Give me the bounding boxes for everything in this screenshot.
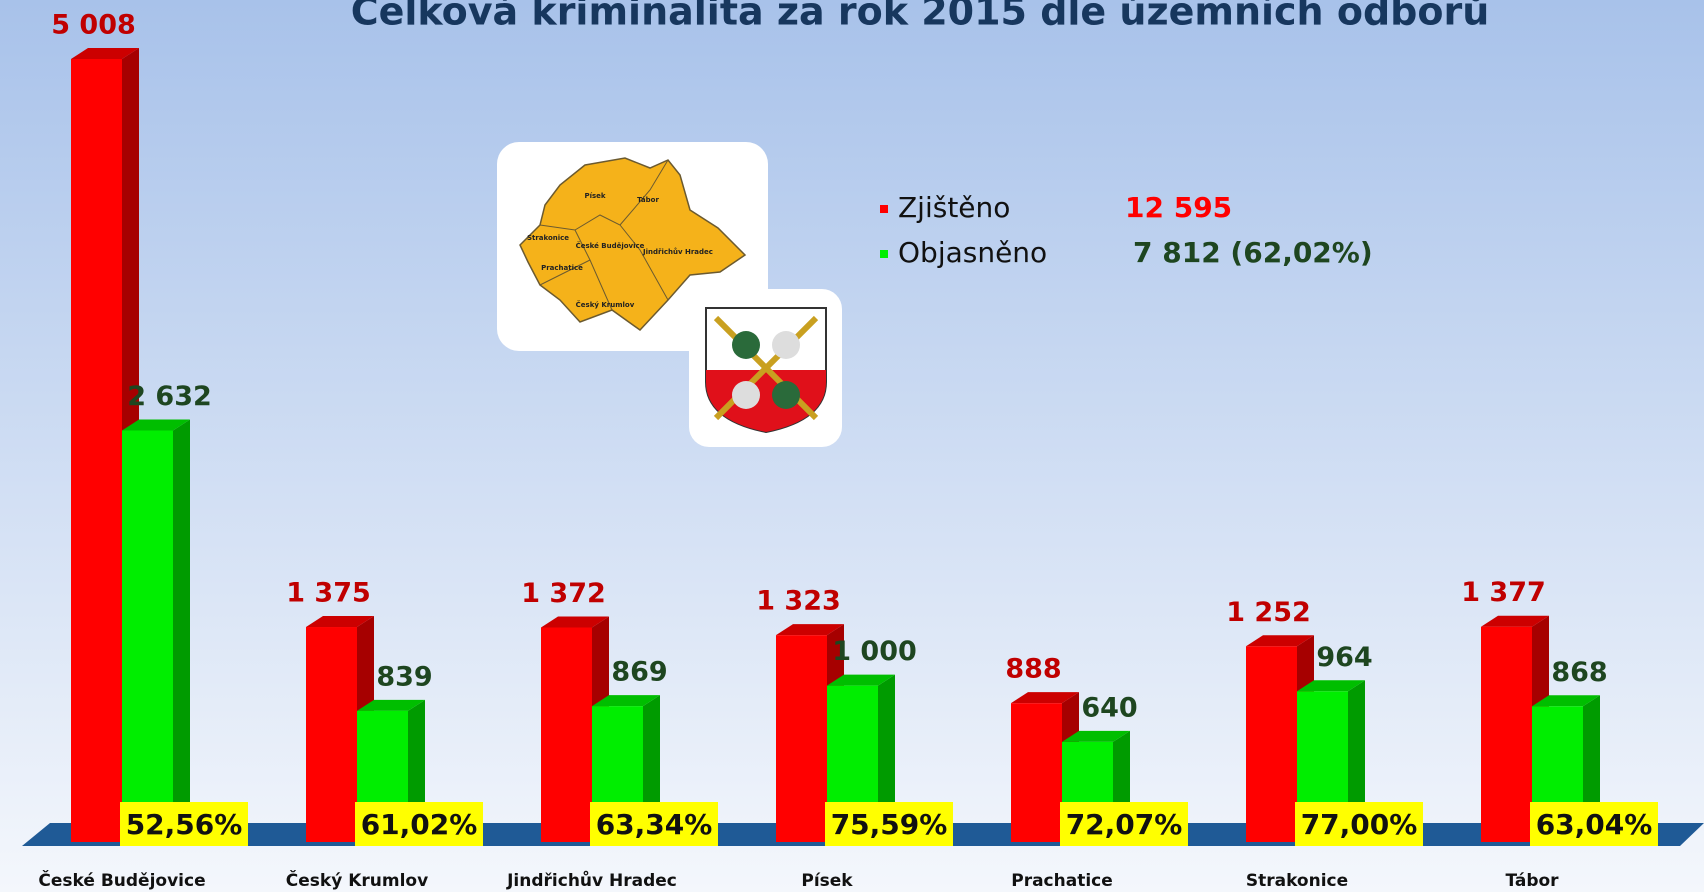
value-label: 1 252: [1226, 597, 1311, 628]
rate-box: [590, 802, 718, 846]
bar-top: [357, 699, 425, 711]
legend-total: 7 812 (62,02%): [1133, 236, 1373, 269]
x-tick-label: Prachatice: [1011, 871, 1113, 891]
rate-box: [1295, 802, 1423, 846]
value-label: 5 008: [51, 10, 136, 41]
x-tick-label: Český Krumlov: [286, 869, 428, 891]
map-label: Český Krumlov: [576, 300, 635, 309]
legend-total: 12 595: [1125, 191, 1232, 224]
value-label: 2 632: [127, 381, 212, 412]
map-label: Písek: [584, 192, 605, 200]
bar: [1481, 626, 1532, 842]
map-label: Tábor: [637, 196, 659, 204]
rate-label: 75,59%: [831, 808, 948, 841]
value-label: 869: [611, 657, 667, 688]
map-label: České Budějovice: [576, 241, 645, 250]
rate-label: 77,00%: [1301, 808, 1418, 841]
bar-top: [1011, 692, 1079, 704]
legend-label: Zjištěno: [898, 191, 1010, 224]
bar-top: [1297, 680, 1365, 692]
x-tick-label: České Budějovice: [38, 869, 205, 891]
legend-swatch: [880, 205, 888, 213]
rate-label: 61,02%: [361, 808, 478, 841]
map-label: Prachatice: [541, 264, 583, 272]
bar-top: [776, 624, 844, 636]
bar-top: [1246, 635, 1314, 647]
bar: [1011, 703, 1062, 842]
rate-label: 72,07%: [1066, 808, 1183, 841]
value-label: 1 372: [521, 578, 606, 609]
emblem: [689, 289, 842, 447]
x-tick-label: Strakonice: [1246, 871, 1348, 891]
rate-label: 63,34%: [596, 808, 713, 841]
bar-side: [878, 674, 895, 842]
value-label: 1 375: [286, 578, 371, 609]
value-label: 839: [376, 661, 432, 692]
value-label: 1 000: [832, 636, 917, 667]
bar: [71, 59, 122, 842]
rate-label: 52,56%: [126, 808, 243, 841]
rate-label: 63,04%: [1536, 808, 1653, 841]
bar-top: [1532, 695, 1600, 707]
bar: [541, 627, 592, 842]
bar-top: [592, 695, 660, 707]
x-tick-label: Písek: [801, 871, 853, 891]
bar-top: [306, 616, 374, 628]
rate-box: [120, 802, 248, 846]
value-label: 640: [1081, 692, 1137, 723]
bar-top: [541, 616, 609, 628]
value-label: 1 377: [1461, 577, 1546, 608]
bar-top: [122, 419, 190, 431]
bar: [776, 635, 827, 842]
bar-top: [1062, 730, 1130, 742]
chart-title: Celková kriminalita za rok 2015 dle územ…: [351, 0, 1490, 34]
rate-box: [1530, 802, 1658, 846]
bar: [306, 627, 357, 842]
value-label: 868: [1551, 657, 1607, 688]
bar: [122, 430, 173, 842]
rate-box: [355, 802, 483, 846]
bar-side: [1348, 680, 1365, 842]
rate-box: [1060, 802, 1188, 846]
map-label: Jindřichův Hradec: [642, 247, 713, 256]
legend-label: Objasněno: [898, 236, 1047, 269]
bar-top: [1481, 615, 1549, 627]
value-label: 888: [1005, 654, 1061, 685]
value-label: 1 323: [756, 586, 841, 617]
map-label: Strakonice: [527, 234, 569, 242]
bar-top: [827, 674, 895, 686]
bar-top: [71, 48, 139, 59]
x-tick-label: Jindřichův Hradec: [506, 869, 677, 891]
bar-side: [173, 419, 190, 842]
value-label: 964: [1316, 642, 1372, 673]
bar: [1246, 646, 1297, 842]
legend-swatch: [880, 250, 888, 258]
x-tick-label: Tábor: [1505, 871, 1559, 891]
rate-box: [825, 802, 953, 846]
